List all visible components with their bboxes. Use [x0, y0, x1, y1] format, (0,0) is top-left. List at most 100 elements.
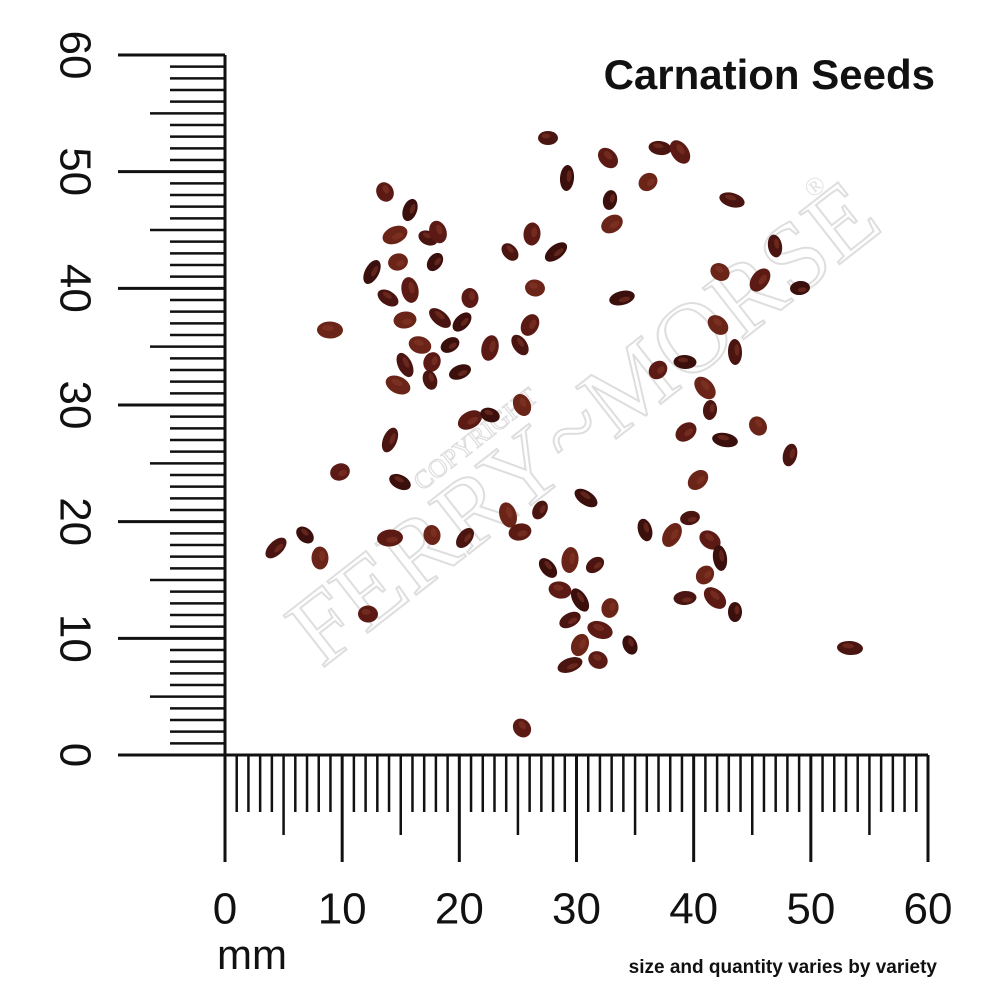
seed-highlight: [422, 232, 432, 239]
note: size and quantity varies by variety: [629, 957, 938, 978]
seed-highlight: [402, 356, 410, 368]
seed-highlight: [755, 419, 763, 428]
seed-highlight: [734, 344, 740, 356]
seed-highlight: [392, 232, 404, 240]
seed-highlight: [318, 550, 325, 562]
seed-highlight: [643, 522, 650, 533]
seed-highlight: [371, 265, 379, 277]
seed-highlight: [593, 624, 605, 631]
seed-highlight: [460, 317, 469, 327]
seed-highlight: [567, 617, 578, 625]
seed-highlight: [506, 245, 514, 253]
title: Carnation Seeds: [604, 51, 935, 98]
x-ruler-label: 10: [318, 885, 367, 934]
seed-highlight: [430, 528, 437, 538]
seed-highlight: [797, 287, 807, 293]
seed-highlight: [338, 469, 347, 477]
seed-highlight: [758, 274, 768, 285]
seed-highlight: [719, 549, 725, 562]
seed-highlight: [518, 721, 526, 730]
x-ruler-label: 50: [786, 885, 835, 934]
y-ruler-label: 10: [50, 614, 99, 663]
seed-highlight: [677, 357, 689, 363]
seed-highlight: [464, 533, 472, 543]
seed-highlight: [610, 220, 620, 229]
seed-highlight: [391, 378, 403, 387]
seed-highlight: [301, 528, 309, 536]
seed-highlight: [389, 433, 396, 445]
seed-highlight: [386, 536, 399, 543]
seed-highlight: [684, 428, 694, 437]
seed-highlight: [646, 178, 655, 186]
seed-highlight: [734, 605, 740, 615]
seed-highlight: [396, 260, 405, 267]
seed-highlight: [506, 506, 513, 519]
seed-highlight: [715, 265, 724, 273]
seed-highlight: [431, 356, 438, 366]
seed-highlight: [528, 282, 538, 289]
y-ruler-label: 20: [50, 497, 99, 546]
seed-highlight: [553, 584, 564, 591]
x-ruler-label: 60: [904, 885, 953, 934]
seed-highlight: [413, 339, 424, 346]
seed-highlight: [704, 533, 715, 542]
seed-highlight: [566, 170, 572, 182]
seed-highlight: [541, 133, 551, 139]
seed-highlight: [713, 318, 723, 327]
seed-highlight: [609, 194, 615, 203]
seed-highlight: [489, 340, 496, 353]
seed-highlight: [774, 238, 780, 249]
seed-highlight: [448, 342, 457, 349]
seeds: [265, 131, 863, 738]
ruler: 0 0 10 10 20 20 30 30 40 40 50 50 60 60: [50, 31, 952, 934]
seed-highlight: [361, 608, 371, 615]
x-ruler-label: 0: [213, 885, 237, 934]
seed-highlight: [553, 248, 564, 257]
seed-highlight: [435, 224, 443, 235]
seed-highlight: [580, 491, 591, 500]
seed-highlight: [709, 403, 715, 413]
seed-highlight: [434, 257, 442, 266]
x-ruler-label: 20: [435, 885, 484, 934]
seed-highlight: [402, 318, 413, 325]
y-ruler-label: 0: [50, 743, 99, 767]
seed-highlight: [579, 639, 587, 649]
seed-highlight: [789, 448, 796, 459]
y-ruler-label: 40: [50, 264, 99, 313]
seed-highlight: [394, 476, 404, 483]
y-ruler-label: 30: [50, 381, 99, 430]
seed-highlight: [428, 373, 434, 382]
seed-highlight: [681, 597, 693, 603]
seed-highlight: [519, 397, 527, 408]
seed-highlight: [544, 560, 553, 570]
x-ruler-label: 30: [552, 885, 601, 934]
seed-highlight: [687, 516, 697, 523]
seed-highlight: [657, 366, 665, 374]
seed-highlight: [724, 194, 737, 201]
seed-highlight: [710, 590, 720, 600]
seed-highlight: [704, 570, 712, 579]
seed-highlight: [484, 409, 494, 416]
seed-highlight: [539, 505, 546, 514]
seed-highlight: [467, 416, 479, 425]
seed-highlight: [717, 435, 730, 441]
seed-highlight: [628, 638, 634, 647]
seed-highlight: [531, 227, 538, 238]
seed-highlight: [696, 475, 706, 485]
seed-highlight: [700, 380, 710, 391]
seed-highlight: [517, 337, 525, 347]
seed-highlight: [457, 370, 468, 377]
seed-highlight: [382, 291, 392, 299]
seed-highlight: [653, 143, 664, 149]
seed-highlight: [322, 324, 334, 331]
seed-highlight: [618, 296, 631, 303]
seed-highlight: [676, 144, 685, 155]
seed-highlight: [409, 203, 416, 214]
y-ruler-label: 50: [50, 147, 99, 196]
seed-highlight: [603, 150, 613, 160]
seed-highlight: [569, 552, 576, 565]
seed-highlight: [408, 281, 415, 294]
seed-highlight: [382, 185, 390, 194]
